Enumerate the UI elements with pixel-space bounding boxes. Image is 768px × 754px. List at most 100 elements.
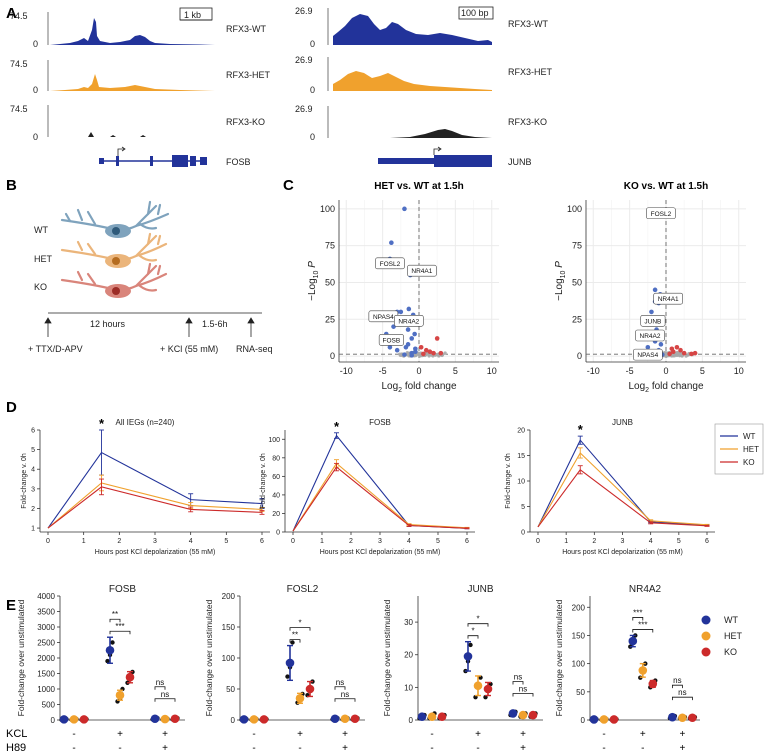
d-legend-wt: WT (743, 432, 756, 441)
y-axis-title: Fold-change v. 0h (21, 453, 28, 509)
comparison-bracket (289, 627, 311, 631)
h89-marker: - (641, 743, 644, 754)
a-right-wt-track (333, 14, 492, 45)
x-tick-label: 5 (453, 366, 458, 376)
volcano-title: KO vs. WT at 1.5h (624, 181, 708, 192)
mean-marker (259, 715, 269, 724)
volcano-point-up (669, 346, 675, 352)
e-row-h89: H89 (6, 742, 26, 754)
b-duration-12h: 12 hours (90, 319, 126, 329)
a-fosb-gene-model (99, 146, 207, 167)
comparison-label: ** (292, 631, 298, 640)
a-junb-gene-model (378, 146, 492, 167)
volcano-point-up (678, 347, 683, 353)
x-tick-label: 3 (153, 538, 157, 545)
x-tick-label: 1 (564, 538, 568, 545)
volcano-point-down (402, 352, 407, 357)
h89-marker: - (602, 743, 605, 754)
volcano-point-down (413, 349, 418, 354)
mean-marker (638, 666, 648, 675)
y-tick-label: 60 (272, 474, 280, 481)
dot-plot-nr4a2: 0 50 100 150 200 - - + - + + *** *** ns ns NR4A2 Fold-ch… (554, 584, 700, 754)
y-tick-label: 75 (325, 241, 335, 251)
mean-marker (417, 712, 427, 722)
a-right-ymin-2: 0 (310, 85, 315, 95)
mean-marker (463, 652, 473, 661)
gene-label: NR4A1 (658, 296, 679, 303)
mean-marker (528, 710, 538, 720)
x-tick-label: 10 (487, 366, 497, 376)
comparison-bracket (632, 629, 654, 633)
y-tick-label: 25 (572, 314, 582, 324)
mean-marker (437, 712, 447, 722)
b-step-kcl: + KCl (55 mM) (160, 344, 218, 354)
series-line-ko (292, 466, 468, 532)
gene-label-box (378, 334, 404, 346)
kcl-marker: + (162, 729, 168, 740)
a-left-ko-track (50, 132, 215, 137)
volcano-point-down (403, 344, 409, 350)
comparison-label: * (476, 615, 479, 624)
x-axis-title: Hours post KCl depolarization (55 mM) (320, 549, 441, 556)
a-left-ymin-2: 0 (33, 85, 38, 95)
chart-title: FOSL2 (287, 584, 319, 595)
comparison-bracket (334, 698, 356, 702)
a-left-scale-label: 1 kb (184, 10, 201, 20)
gene-label: NR4A2 (640, 333, 661, 340)
comparison-bracket (467, 623, 489, 627)
y-tick-label: 0 (521, 530, 525, 537)
gene-label-box (633, 348, 663, 361)
x-tick-label: 4 (189, 538, 193, 545)
panel-d: D 0 1 2 3 4 5 6 1 2 3 4 5 6 * All IEGs (n=240) Hours po… (6, 399, 764, 556)
y-tick-label: 2000 (37, 654, 55, 663)
y-tick-label: 50 (572, 277, 582, 287)
x-tick-label: 5 (700, 366, 705, 376)
y-tick-label: 10 (404, 683, 413, 692)
gene-label: FOSB (383, 337, 401, 344)
y-axis-title: Fold-change over unstimulated (16, 599, 26, 716)
x-tick-label: 4 (407, 538, 411, 545)
series-line-het (537, 452, 708, 528)
panel-a-letter: A (6, 5, 17, 22)
mean-marker (483, 684, 493, 694)
y-axis-title: Fold-change v. 0h (260, 453, 267, 509)
comparison-bracket (512, 681, 524, 685)
x-tick-label: 3 (378, 538, 382, 545)
y-tick-label: 3500 (37, 608, 55, 617)
y-tick-label: 50 (226, 685, 235, 694)
series-line-wt (47, 451, 263, 529)
gene-label-box (375, 257, 405, 270)
b-neuron-ko (60, 262, 168, 298)
x-tick-label: 1 (320, 538, 324, 545)
chart-title: JUNB (612, 418, 633, 427)
mean-marker (589, 715, 599, 724)
y-tick-label: 3 (31, 486, 35, 493)
a-left-gene-label: FOSB (226, 157, 251, 167)
y-tick-label: 0 (330, 351, 335, 361)
y-axis-title: Fold-change over unstimulated (382, 599, 392, 716)
x-tick-label: -5 (379, 366, 387, 376)
a-right-track-label-1: RFX3-WT (508, 19, 548, 29)
comparison-label: *** (633, 608, 642, 617)
comparison-label: *** (638, 620, 647, 629)
kcl-marker: - (252, 729, 255, 740)
mean-marker (609, 715, 619, 724)
volcano-point-down (387, 344, 393, 350)
dot-plot-junb: 0 10 20 30 - - + - + + ** ns ns JUNB Fold-change over … (382, 584, 543, 754)
b-neuron-wt (60, 200, 170, 238)
b-label-het: HET (34, 254, 53, 264)
mean-marker (668, 712, 677, 722)
y-tick-label: 100 (268, 437, 280, 444)
y-tick-label: 0 (276, 530, 280, 537)
volcano-point-down (658, 342, 664, 347)
volcano-point-highlight (389, 240, 394, 246)
volcano-point-down (645, 344, 651, 350)
a-right-scale-label: 100 bp (461, 8, 489, 18)
series-line-wt (537, 439, 708, 528)
y-tick-label: 6 (31, 428, 35, 435)
comparison-label: ns (514, 672, 522, 681)
volcano-point-down (405, 327, 411, 332)
a-left-track-label-1: RFX3-WT (226, 24, 266, 34)
replicate-point (290, 640, 295, 645)
